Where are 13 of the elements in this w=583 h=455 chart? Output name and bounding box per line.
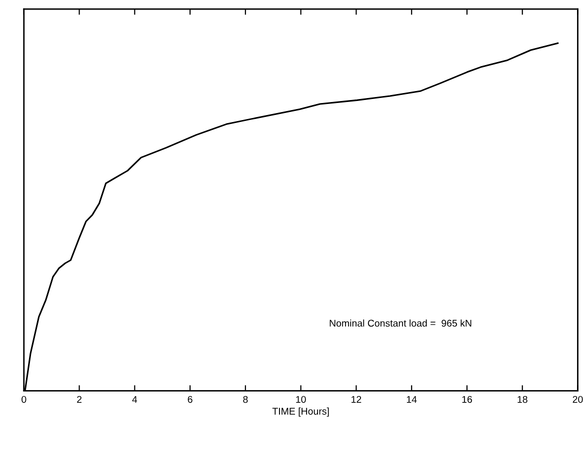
x-tick-label: 0 — [22, 396, 26, 403]
x-tick-label: 6 — [188, 396, 192, 403]
x-tick-label: 10 — [296, 396, 306, 403]
annotation: Nominal Constant load = 965 kN — [330, 320, 472, 327]
x-tick-label: 4 — [132, 396, 138, 403]
x-axis-title: TIME [Hours] — [272, 408, 329, 417]
x-tick-label: 20 — [572, 396, 583, 403]
x-tick-label: 2 — [77, 396, 82, 403]
x-tick-label: 18 — [518, 396, 528, 403]
x-tick-label: 16 — [462, 396, 472, 403]
x-tick-label: 8 — [243, 396, 248, 403]
x-tick-label: 12 — [352, 396, 362, 403]
x-tick-label: 14 — [406, 396, 417, 403]
